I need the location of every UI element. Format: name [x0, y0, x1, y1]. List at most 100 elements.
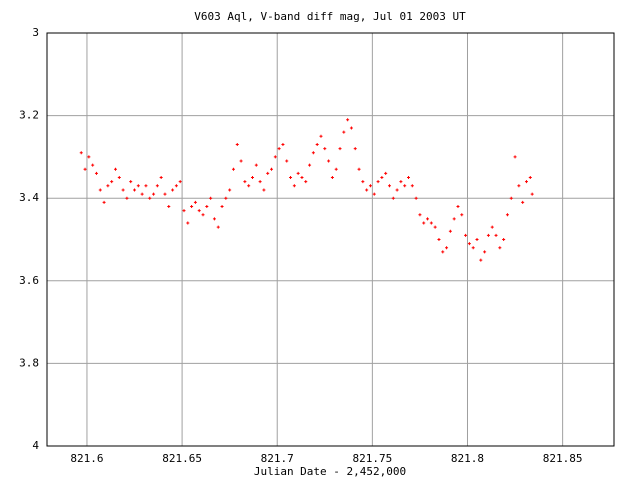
- data-point: [247, 184, 251, 188]
- data-point: [216, 225, 220, 229]
- data-point: [83, 167, 87, 171]
- data-point: [197, 209, 201, 213]
- data-point: [456, 204, 460, 208]
- x-tick-label: 821.7: [261, 452, 294, 465]
- data-point: [98, 188, 102, 192]
- data-point: [494, 233, 498, 237]
- data-point: [391, 196, 395, 200]
- data-point: [201, 213, 205, 217]
- data-point: [231, 167, 235, 171]
- data-point: [102, 200, 106, 204]
- data-point: [285, 159, 289, 163]
- data-point: [174, 184, 178, 188]
- data-point: [445, 246, 449, 250]
- plot-frame: [46, 32, 615, 447]
- data-point: [399, 180, 403, 184]
- y-tick-label: 3.6: [19, 274, 39, 287]
- data-point: [426, 217, 430, 221]
- data-point: [292, 184, 296, 188]
- data-point: [94, 171, 98, 175]
- data-point: [437, 238, 441, 241]
- x-tick-label: 821.8: [451, 452, 484, 465]
- data-point: [178, 180, 182, 184]
- data-point: [513, 155, 517, 159]
- data-point: [483, 250, 487, 254]
- data-point: [254, 163, 258, 167]
- data-point: [414, 196, 418, 200]
- data-point: [346, 118, 350, 122]
- data-point: [365, 188, 369, 192]
- data-point: [121, 188, 125, 192]
- data-point: [422, 221, 426, 225]
- x-axis-label: Julian Date - 2,452,000: [254, 465, 406, 478]
- data-point: [490, 225, 494, 229]
- data-point: [273, 155, 277, 159]
- data-point: [357, 167, 361, 171]
- data-point: [524, 180, 528, 184]
- data-point: [361, 180, 365, 184]
- data-point: [186, 221, 190, 225]
- data-point: [209, 196, 213, 200]
- x-tick-label: 821.6: [70, 452, 103, 465]
- data-point: [125, 196, 129, 200]
- chart-title: V603 Aql, V-band diff mag, Jul 01 2003 U…: [194, 10, 466, 23]
- y-tick-label: 3.4: [19, 191, 39, 204]
- data-point: [498, 246, 502, 250]
- data-point: [163, 192, 167, 196]
- data-point: [133, 188, 137, 192]
- data-point: [87, 155, 91, 159]
- data-point: [342, 130, 346, 134]
- x-tick-label: 821.65: [162, 452, 202, 465]
- data-point: [79, 151, 83, 155]
- data-point: [429, 221, 433, 225]
- data-point: [239, 159, 243, 163]
- data-point: [212, 217, 216, 221]
- data-point: [471, 246, 475, 250]
- data-point: [270, 167, 274, 171]
- data-point: [528, 176, 532, 180]
- y-tick-label: 4: [32, 439, 39, 452]
- data-point: [486, 233, 490, 237]
- data-point: [193, 200, 197, 204]
- data-point: [311, 151, 315, 155]
- data-point: [304, 180, 308, 184]
- data-point: [387, 184, 391, 188]
- data-point: [277, 147, 281, 151]
- data-point: [330, 176, 334, 180]
- data-point: [323, 147, 327, 151]
- data-point: [182, 209, 186, 213]
- data-point: [349, 126, 353, 130]
- data-point: [368, 184, 372, 188]
- data-point: [315, 143, 319, 147]
- data-point: [250, 176, 254, 180]
- data-point: [281, 143, 285, 147]
- data-point: [384, 171, 388, 175]
- data-point: [220, 204, 224, 208]
- y-tick-label: 3.8: [19, 356, 39, 369]
- data-point: [117, 176, 121, 180]
- data-point: [327, 159, 331, 163]
- data-point: [262, 188, 266, 192]
- data-point: [433, 225, 437, 229]
- data-point: [243, 180, 247, 184]
- data-point: [129, 180, 133, 184]
- data-point: [113, 167, 117, 171]
- data-point: [505, 213, 509, 217]
- data-point: [289, 176, 293, 180]
- plot-area: [47, 33, 614, 446]
- data-point: [224, 196, 228, 200]
- data-point: [376, 180, 380, 184]
- data-point: [228, 188, 232, 192]
- data-point: [136, 184, 140, 188]
- data-point: [467, 242, 471, 246]
- data-point: [521, 200, 525, 204]
- data-point: [407, 176, 411, 180]
- data-point: [148, 196, 152, 200]
- data-point: [106, 184, 110, 188]
- data-point: [167, 204, 171, 208]
- data-point: [403, 184, 407, 188]
- data-point: [319, 134, 323, 138]
- data-point: [353, 147, 357, 151]
